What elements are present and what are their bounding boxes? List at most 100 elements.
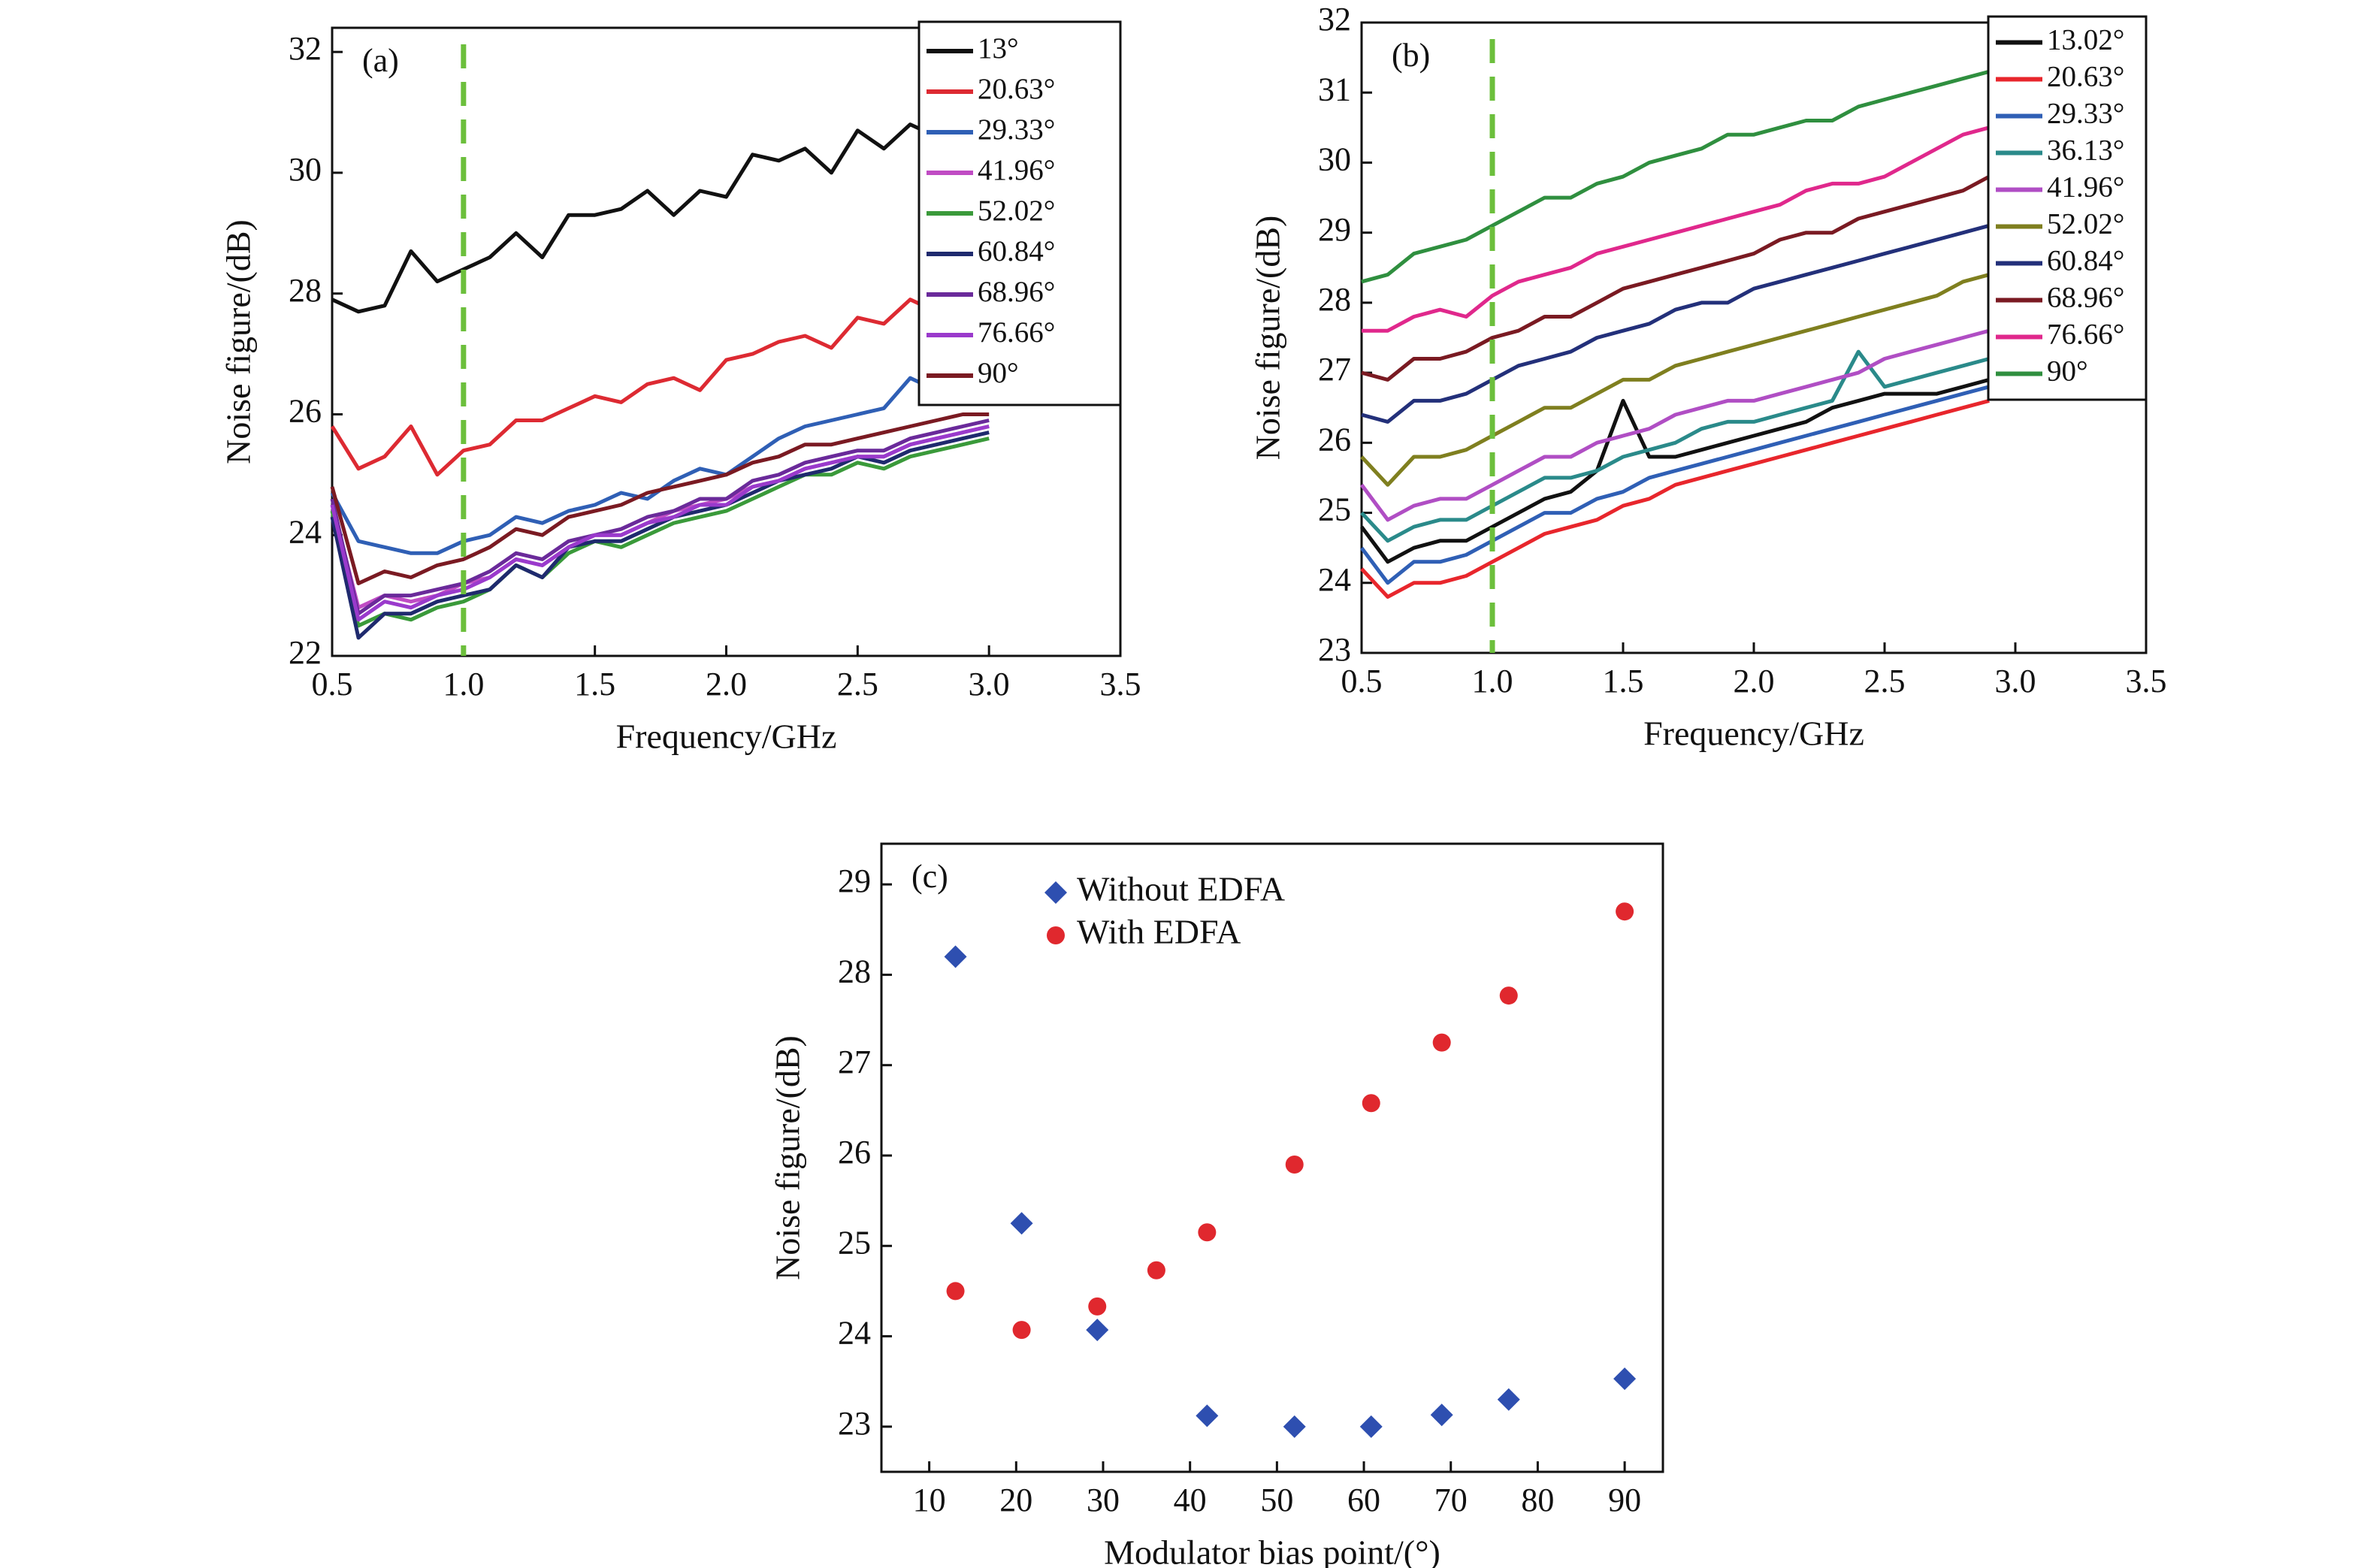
legend-label: 90°	[978, 357, 1019, 389]
x-tick-label: 2.0	[1734, 663, 1775, 699]
x-tick-label: 1.5	[574, 666, 615, 702]
y-axis-label: Noise figure/(dB)	[1249, 216, 1287, 461]
data-point	[1088, 1297, 1107, 1316]
y-tick-label: 24	[289, 513, 322, 550]
data-point	[1613, 1367, 1637, 1391]
chart-panel: 0.5 1.0 1.5 2.0 2.5 3.0 3.5 23 24 25 26 27 28 29 30 31 3…	[1249, 1, 2167, 752]
data-point	[1497, 1388, 1520, 1411]
y-tick-label: 28	[289, 272, 322, 309]
plot-frame	[880, 842, 1664, 1473]
y-tick-label: 28	[1318, 281, 1351, 318]
x-tick-label: 2.0	[706, 666, 747, 702]
x-tick-label: 30	[1087, 1482, 1120, 1518]
x-tick-label: 1.5	[1603, 663, 1644, 699]
data-point	[1283, 1415, 1306, 1438]
legend-marker	[1044, 881, 1067, 904]
y-tick-label: 23	[838, 1405, 871, 1442]
y-tick-label: 32	[1318, 1, 1351, 38]
y-tick-label: 24	[1318, 561, 1351, 598]
series-line	[330, 412, 990, 585]
series-line	[1362, 125, 1990, 333]
panel-label: (b)	[1392, 37, 1430, 74]
legend-label: 76.66°	[978, 316, 1055, 349]
series-line	[1361, 223, 1990, 424]
series-line	[1360, 398, 1990, 599]
legend-label: Without EDFA	[1077, 870, 1285, 908]
y-tick-label: 32	[289, 30, 322, 67]
series-line	[1359, 385, 1990, 585]
x-tick-label: 1.0	[443, 666, 484, 702]
legend-label: 29.33°	[2047, 97, 2124, 129]
panel-label: (a)	[362, 42, 399, 79]
series-line	[1359, 328, 1990, 522]
y-tick-label: 29	[838, 863, 871, 899]
y-tick-label: 26	[1318, 421, 1351, 458]
series-line	[330, 431, 990, 640]
legend-label: 41.96°	[2047, 171, 2124, 203]
data-point	[1499, 986, 1518, 1005]
x-tick-label: 60	[1347, 1482, 1380, 1518]
legend-marker	[1047, 926, 1065, 944]
series-line	[1360, 349, 1990, 543]
chart-panel: 10 20 30 40 50 60 70 80 90 23 24 25 26 27 28 29 Modulato…	[769, 842, 1664, 1568]
series-line	[330, 418, 990, 616]
series-line	[330, 437, 990, 628]
y-tick-label: 25	[838, 1224, 871, 1261]
x-tick-label: 20	[999, 1482, 1032, 1518]
legend-label: 68.96°	[2047, 281, 2124, 313]
x-axis-label: Frequency/GHz	[616, 718, 837, 756]
chart-panel: 0.5 1.0 1.5 2.0 2.5 3.0 3.5 22 24 26 28 30 32 Frequen…	[219, 20, 1141, 756]
y-tick-label: 23	[1318, 631, 1351, 668]
legend-label: 76.66°	[2047, 318, 2124, 350]
data-point	[946, 1282, 965, 1301]
data-point	[1010, 1212, 1033, 1235]
x-axis-label: Frequency/GHz	[1643, 715, 1864, 753]
data-point	[1359, 1415, 1383, 1438]
legend-label: 52.02°	[2047, 207, 2124, 240]
x-tick-label: 3.5	[1100, 666, 1141, 702]
panel-label: (c)	[911, 858, 948, 895]
x-tick-label: 40	[1174, 1482, 1207, 1518]
legend-label: 20.63°	[2047, 60, 2124, 92]
y-tick-label: 26	[289, 393, 322, 430]
data-point	[1430, 1403, 1453, 1427]
x-tick-label: 70	[1434, 1482, 1468, 1518]
x-tick-label: 2.5	[1864, 663, 1906, 699]
x-tick-label: 80	[1521, 1482, 1554, 1518]
data-point	[1147, 1261, 1165, 1279]
x-tick-label: 0.5	[1341, 663, 1383, 699]
y-axis-label: Noise figure/(dB)	[219, 219, 258, 464]
y-tick-label: 30	[1318, 141, 1351, 178]
y-tick-label: 31	[1318, 71, 1351, 107]
legend-label: 41.96°	[978, 154, 1055, 186]
series-line	[330, 273, 990, 477]
x-tick-label: 3.0	[1995, 663, 2036, 699]
legend-label: 60.84°	[2047, 244, 2124, 276]
x-tick-label: 1.0	[1472, 663, 1513, 699]
legend-label: 90°	[2047, 355, 2088, 387]
y-tick-label: 29	[1318, 211, 1351, 248]
y-tick-label: 25	[1318, 491, 1351, 528]
legend-label: 60.84°	[978, 235, 1055, 267]
data-point	[944, 945, 967, 968]
x-tick-label: 90	[1608, 1482, 1641, 1518]
y-axis-label: Noise figure/(dB)	[769, 1035, 807, 1280]
legend-label: 29.33°	[978, 113, 1055, 146]
data-point	[1086, 1319, 1109, 1342]
y-tick-label: 27	[838, 1044, 871, 1080]
y-tick-label: 30	[289, 151, 322, 188]
series-line	[1359, 377, 1990, 564]
legend-label: With EDFA	[1077, 913, 1241, 951]
x-tick-label: 10	[913, 1482, 946, 1518]
data-point	[1012, 1321, 1031, 1340]
y-tick-label: 22	[289, 634, 322, 671]
series-line	[1360, 273, 1990, 487]
x-tick-label: 0.5	[312, 666, 353, 702]
series-line	[330, 424, 990, 622]
legend-label: 13°	[978, 32, 1019, 65]
legend-label: 68.96°	[978, 276, 1055, 308]
y-tick-label: 24	[838, 1315, 871, 1352]
series-line	[1361, 174, 1991, 382]
x-axis-label: Modulator bias point/(°)	[1104, 1533, 1440, 1568]
